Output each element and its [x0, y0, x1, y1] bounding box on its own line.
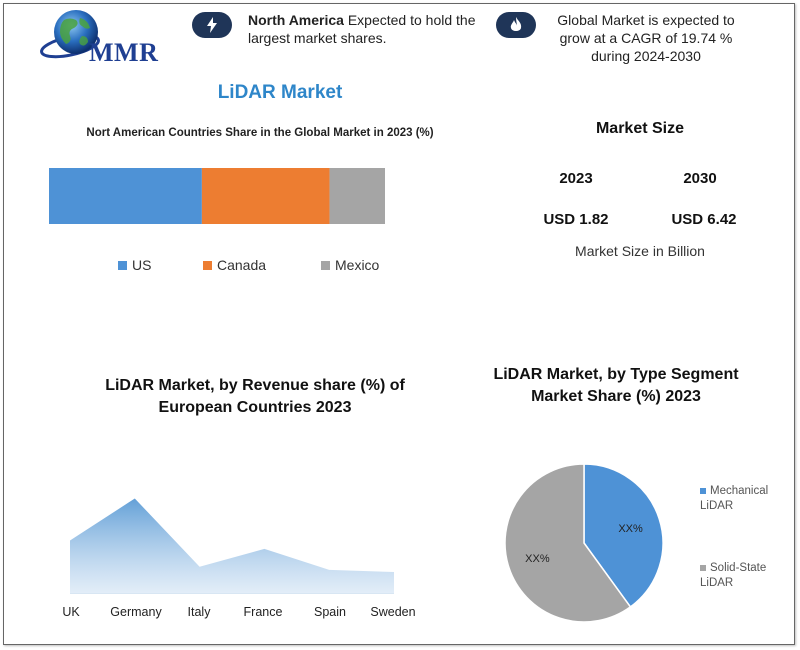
- header-note-cagr: Global Market is expected to grow at a C…: [557, 12, 735, 64]
- legend-canada: Canada: [203, 257, 266, 273]
- infographic-frame: [3, 3, 795, 645]
- legend-swatch-mexico: [321, 260, 330, 270]
- lightning-icon: [192, 12, 232, 38]
- stacked-bar-segment-us: [49, 168, 202, 224]
- pie-legend-swatch-mechanical: [700, 488, 706, 494]
- page-title: LiDAR Market: [217, 82, 343, 103]
- market-size-year-2030: 2030: [683, 170, 717, 187]
- x-tick-france: France: [243, 605, 283, 619]
- pie-legend-mechanical: Mechanical LiDAR: [700, 484, 784, 514]
- x-tick-italy: Italy: [187, 605, 211, 619]
- legend-mexico: Mexico: [321, 257, 379, 273]
- pie-legend-swatch-solid-state: [700, 565, 706, 571]
- pie-slice-mechanical: [583, 463, 664, 608]
- pie-chart: XX% XX%: [504, 463, 664, 623]
- flame-icon: [496, 12, 536, 38]
- pie-legend-solid-state: Solid-State LiDAR: [700, 561, 784, 591]
- x-tick-germany: Germany: [110, 605, 162, 619]
- market-size-value-2023: USD 1.82: [543, 211, 609, 228]
- legend-swatch-canada: [203, 260, 212, 270]
- pie-legend-label-solid-state: Solid-State LiDAR: [700, 562, 767, 589]
- market-size-year-2023: 2023: [559, 170, 593, 187]
- area-series: [70, 498, 394, 593]
- legend-us: US: [118, 257, 151, 273]
- legend-label-canada: Canada: [217, 257, 267, 273]
- x-tick-spain: Spain: [314, 605, 346, 619]
- stacked-bar-segment-mexico: [329, 168, 385, 224]
- pie-slice-solid-state: [504, 463, 632, 623]
- pie-label-solid-state: XX%: [525, 553, 550, 565]
- header-note-bold: North America: [248, 12, 344, 28]
- header-note-north-america: North America Expected to hold the large…: [248, 11, 478, 47]
- stacked-bar-segment-canada: [201, 168, 330, 224]
- market-size-note: Market Size in Billion: [575, 243, 705, 259]
- mmr-logo: [40, 10, 100, 59]
- market-size-title: Market Size: [595, 120, 685, 137]
- legend-label-mexico: Mexico: [335, 257, 380, 273]
- legend-swatch-us: [118, 260, 127, 270]
- pie-legend-label-mechanical: Mechanical LiDAR: [700, 485, 769, 512]
- x-tick-uk: UK: [62, 605, 80, 619]
- pie-chart-title: LiDAR Market, by Type Segment Market Sha…: [493, 366, 739, 405]
- x-tick-sweden: Sweden: [370, 605, 416, 619]
- logo-text: MMR: [89, 38, 159, 67]
- area-chart-title: LiDAR Market, by Revenue share (%) of Eu…: [105, 377, 405, 416]
- pie-label-mechanical: XX%: [618, 523, 643, 535]
- area-chart: [70, 498, 394, 594]
- stacked-bar-title: Nort American Countries Share in the Glo…: [86, 127, 434, 139]
- header-note-text: Expected to hold the largest market shar…: [248, 12, 476, 46]
- market-size-value-2030: USD 6.42: [671, 211, 737, 228]
- legend-label-us: US: [132, 257, 152, 273]
- stacked-bar-chart: [49, 168, 385, 224]
